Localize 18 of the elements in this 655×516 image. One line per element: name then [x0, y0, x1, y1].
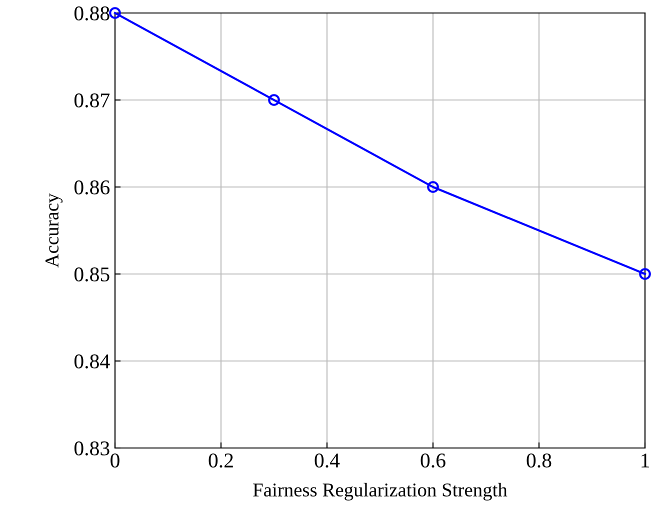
y-tick-label: 0.86 — [74, 180, 110, 195]
point — [427, 181, 439, 193]
x-tick-label: 0.6 — [420, 453, 446, 468]
x-tick-label: 0.4 — [314, 453, 340, 468]
x-tick-label: 1 — [642, 454, 649, 468]
y-tick-label: 0.87 — [74, 93, 110, 108]
y-axis-title: Accuracy — [46, 193, 63, 268]
y-tick-label: 0.85 — [74, 267, 110, 282]
x-axis-title: Fairness Regularization Strength — [253, 482, 508, 501]
y-tick-label: 0.88 — [74, 6, 110, 21]
y-tick-label: 0.84 — [74, 354, 110, 369]
point — [639, 268, 651, 280]
x-tick-label: 0.2 — [208, 453, 233, 468]
x-tick-label: 0 — [110, 453, 120, 468]
y-tick-label: 0.83 — [74, 441, 110, 456]
point — [109, 7, 121, 19]
point — [268, 94, 280, 106]
x-tick-label: 0.8 — [526, 453, 552, 468]
